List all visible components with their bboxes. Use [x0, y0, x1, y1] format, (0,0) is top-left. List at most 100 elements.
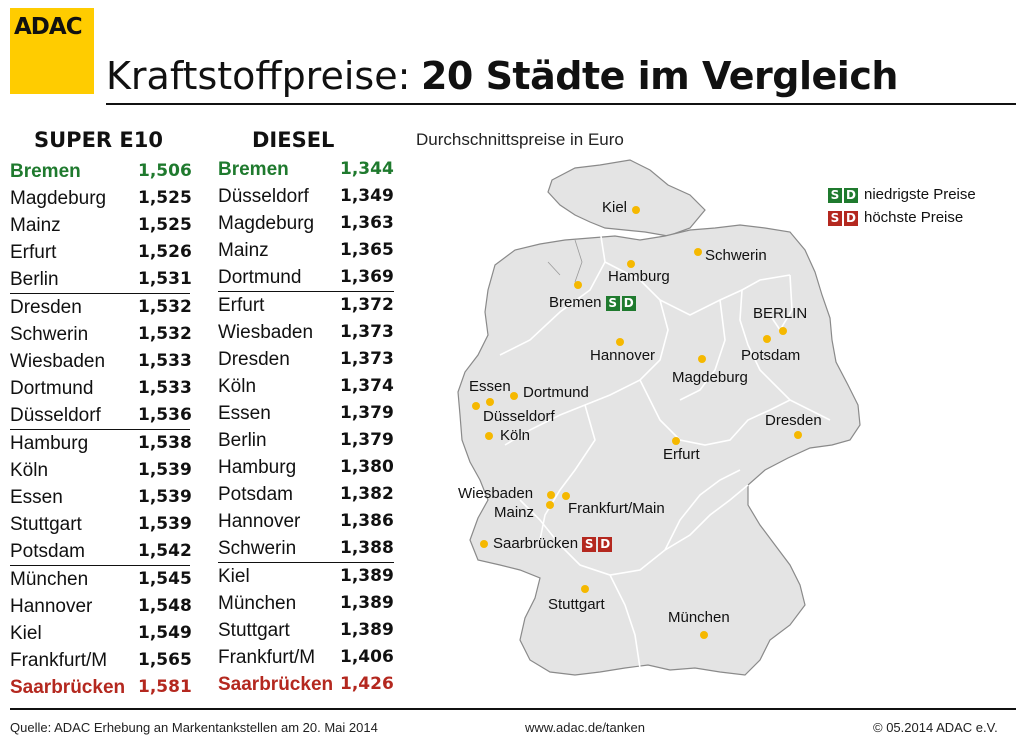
diesel-row: Frankfurt/M 1,406 — [218, 644, 394, 671]
city-name: Stuttgart — [218, 620, 290, 641]
price-value: 1,389 — [340, 566, 394, 586]
price-value: 1,525 — [138, 188, 192, 208]
price-value: 1,581 — [138, 677, 192, 697]
dot-frankfurt — [562, 492, 570, 500]
diesel-heading: DIESEL — [252, 128, 335, 152]
price-value: 1,386 — [340, 511, 394, 531]
dot-mainz — [546, 501, 554, 509]
city-name: Saarbrücken — [218, 674, 334, 695]
price-value: 1,389 — [340, 620, 394, 640]
super-price-list: Bremen 1,506 Magdeburg 1,525 Mainz 1,525 Erfur… — [10, 158, 192, 701]
city-name: Magdeburg — [218, 213, 315, 234]
dot-magdeburg — [698, 355, 706, 363]
city-name: Frankfurt/M — [10, 650, 108, 671]
diesel-row: Essen 1,379 — [218, 400, 394, 427]
bremen-d-badge: D — [621, 296, 636, 311]
super-row: Mainz 1,525 — [10, 212, 192, 239]
dot-kiel — [632, 206, 640, 214]
city-name: Essen — [218, 403, 271, 424]
city-name: Stuttgart — [10, 514, 82, 535]
city-label-dresden: Dresden — [765, 412, 822, 429]
price-value: 1,542 — [138, 541, 192, 561]
price-value: 1,369 — [340, 267, 394, 287]
super-row: Wiesbaden 1,533 — [10, 348, 192, 375]
super-row: Erfurt 1,526 — [10, 239, 192, 266]
city-label-stuttgart: Stuttgart — [548, 596, 605, 613]
city-label-hamburg: Hamburg — [608, 268, 670, 285]
dot-essen — [486, 398, 494, 406]
dot-stuttgart — [581, 585, 589, 593]
price-value: 1,545 — [138, 569, 192, 589]
dot-muenchen — [700, 631, 708, 639]
diesel-row: Potsdam 1,382 — [218, 481, 394, 508]
diesel-row: Kiel 1,389 — [218, 563, 394, 590]
city-name: Schwerin — [10, 324, 89, 345]
title-bold: 20 Städte im Vergleich — [420, 54, 898, 98]
price-value: 1,365 — [340, 240, 394, 260]
city-name: Düsseldorf — [10, 405, 101, 426]
city-name: Mainz — [218, 240, 269, 261]
city-name: Wiesbaden — [218, 322, 314, 343]
price-value: 1,349 — [340, 186, 394, 206]
dot-dortmund — [510, 392, 518, 400]
city-name: Erfurt — [218, 295, 265, 316]
city-name: München — [218, 593, 297, 614]
dot-wiesbaden — [547, 491, 555, 499]
city-name: Essen — [10, 487, 63, 508]
logo-text: ADAC — [14, 14, 83, 40]
super-row: Hamburg 1,538 — [10, 430, 192, 457]
dot-bremen — [574, 281, 582, 289]
price-value: 1,526 — [138, 242, 192, 262]
city-name: Köln — [10, 460, 49, 481]
diesel-row: Wiesbaden 1,373 — [218, 319, 394, 346]
diesel-row: Stuttgart 1,389 — [218, 617, 394, 644]
diesel-row: München 1,389 — [218, 590, 394, 617]
dot-erfurt — [672, 437, 680, 445]
city-name: Mainz — [10, 215, 61, 236]
footer-copyright: © 05.2014 ADAC e.V. — [873, 720, 998, 735]
diesel-price-list: Bremen 1,344 Düsseldorf 1,349 Magdeburg 1,363… — [218, 156, 394, 698]
diesel-row: Köln 1,374 — [218, 373, 394, 400]
legend-low-s-badge: S — [828, 188, 842, 203]
price-value: 1,533 — [138, 351, 192, 371]
dot-hannover — [616, 338, 624, 346]
footer-divider — [10, 708, 1016, 710]
map-subtitle: Durchschnittspreise in Euro — [416, 130, 624, 149]
super-row: Dortmund 1,533 — [10, 375, 192, 402]
price-value: 1,373 — [340, 322, 394, 342]
price-value: 1,506 — [138, 161, 192, 181]
city-label-hannover: Hannover — [590, 347, 656, 364]
city-name: Berlin — [218, 430, 267, 451]
price-value: 1,532 — [138, 324, 192, 344]
saarbruecken-s-badge: S — [582, 537, 597, 552]
page-title: Kraftstoffpreise: 20 Städte im Vergleich — [106, 54, 898, 99]
super-row: Hannover 1,548 — [10, 593, 192, 620]
price-value: 1,380 — [340, 457, 394, 477]
city-label-frankfurt: Frankfurt/Main — [568, 500, 665, 517]
price-value: 1,539 — [138, 487, 192, 507]
city-name: Berlin — [10, 269, 59, 290]
super-heading: SUPER E10 — [34, 128, 163, 152]
price-value: 1,565 — [138, 650, 192, 670]
city-label-schwerin: Schwerin — [705, 247, 767, 264]
price-value: 1,379 — [340, 403, 394, 423]
city-label-duesseldorf: Düsseldorf — [483, 408, 555, 425]
price-value: 1,344 — [340, 159, 394, 179]
price-value: 1,525 — [138, 215, 192, 235]
bremen-s-badge: S — [605, 296, 620, 311]
super-row: Schwerin 1,532 — [10, 321, 192, 348]
diesel-row: Saarbrücken 1,426 — [218, 671, 394, 698]
dot-schwerin — [694, 248, 702, 256]
price-value: 1,388 — [340, 538, 394, 558]
dot-potsdam — [763, 335, 771, 343]
city-label-erfurt: Erfurt — [663, 446, 700, 463]
city-name: Hamburg — [218, 457, 297, 478]
super-row: Magdeburg 1,525 — [10, 185, 192, 212]
dot-berlin — [779, 327, 787, 335]
saarbruecken-text: Saarbrücken — [493, 535, 579, 552]
city-name: Hannover — [218, 511, 301, 532]
footer-url[interactable]: www.adac.de/tanken — [525, 720, 645, 735]
dot-saarbruecken — [480, 540, 488, 548]
super-row: Stuttgart 1,539 — [10, 511, 192, 538]
